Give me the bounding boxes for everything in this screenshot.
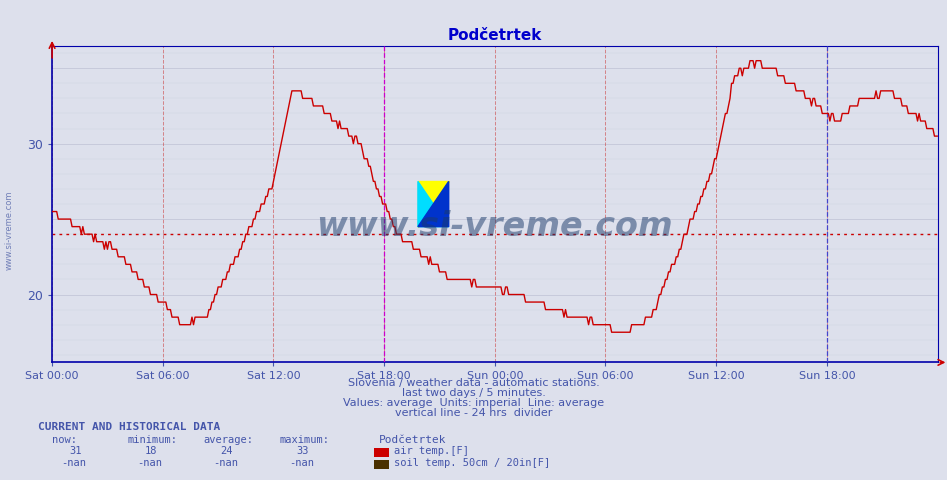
Text: Podčetrtek: Podčetrtek <box>379 434 446 444</box>
Title: Podčetrtek: Podčetrtek <box>448 28 542 43</box>
Text: average:: average: <box>204 434 254 444</box>
Text: last two days / 5 minutes.: last two days / 5 minutes. <box>402 388 545 398</box>
Text: minimum:: minimum: <box>128 434 178 444</box>
Text: www.si-vreme.com: www.si-vreme.com <box>5 191 14 270</box>
Text: 18: 18 <box>145 445 157 456</box>
Text: www.si-vreme.com: www.si-vreme.com <box>316 210 673 243</box>
Text: air temp.[F]: air temp.[F] <box>394 446 469 456</box>
Text: -nan: -nan <box>289 457 313 468</box>
Polygon shape <box>418 181 449 227</box>
Text: -nan: -nan <box>213 457 238 468</box>
Text: vertical line - 24 hrs  divider: vertical line - 24 hrs divider <box>395 408 552 418</box>
Polygon shape <box>418 181 449 227</box>
Text: Slovenia / weather data - automatic stations.: Slovenia / weather data - automatic stat… <box>348 378 599 388</box>
Text: now:: now: <box>52 434 77 444</box>
Text: Values: average  Units: imperial  Line: average: Values: average Units: imperial Line: av… <box>343 397 604 408</box>
Text: -nan: -nan <box>137 457 162 468</box>
Text: maximum:: maximum: <box>279 434 330 444</box>
Text: -nan: -nan <box>62 457 86 468</box>
Text: CURRENT AND HISTORICAL DATA: CURRENT AND HISTORICAL DATA <box>38 421 220 432</box>
Text: 24: 24 <box>221 445 233 456</box>
Text: 33: 33 <box>296 445 309 456</box>
Polygon shape <box>418 181 449 227</box>
Text: soil temp. 50cm / 20in[F]: soil temp. 50cm / 20in[F] <box>394 458 550 468</box>
Text: 31: 31 <box>69 445 81 456</box>
